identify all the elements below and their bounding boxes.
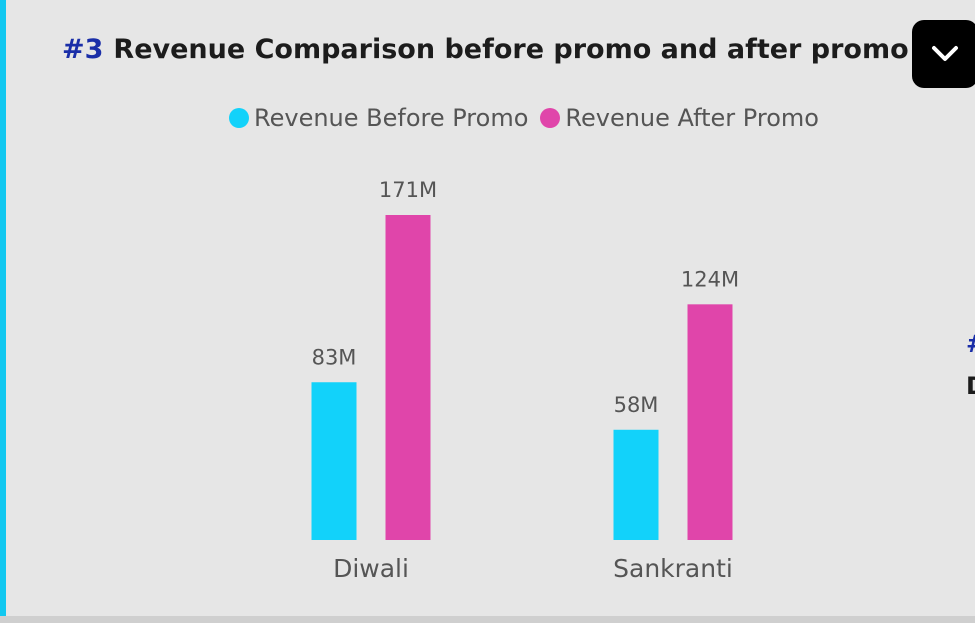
chart-legend: Revenue Before Promo Revenue After Promo xyxy=(229,104,831,132)
bar-after-sankranti xyxy=(687,304,733,540)
legend-label-before: Revenue Before Promo xyxy=(254,104,529,132)
category-label-diwali: Diwali xyxy=(333,554,409,583)
bar-before-sankranti xyxy=(613,429,659,540)
chart-title-text: Revenue Comparison before promo and afte… xyxy=(113,34,909,65)
legend-dot-after xyxy=(540,108,561,128)
data-label-after-diwali: 171M xyxy=(379,178,437,202)
data-label-before-diwali: 83M xyxy=(312,345,357,369)
clipped-text-fragment: D xyxy=(966,372,975,400)
bottom-divider xyxy=(0,616,975,623)
legend-label-after: Revenue After Promo xyxy=(565,104,819,132)
legend-item-before: Revenue Before Promo xyxy=(229,104,528,132)
chart-number: #3 xyxy=(62,34,104,65)
chart-title: #3 Revenue Comparison before promo and af… xyxy=(62,34,909,65)
legend-item-after: Revenue After Promo xyxy=(540,104,819,132)
clipped-text-fragment: # xyxy=(966,330,975,358)
data-label-after-sankranti: 124M xyxy=(681,267,739,291)
chevron-down-icon xyxy=(932,46,958,61)
dropdown-button[interactable] xyxy=(912,20,975,88)
left-accent-bar xyxy=(0,0,6,623)
category-label-sankranti: Sankranti xyxy=(613,554,733,583)
bar-before-diwali xyxy=(311,382,357,540)
legend-dot-before xyxy=(229,108,249,128)
data-label-before-sankranti: 58M xyxy=(614,393,659,417)
bar-after-diwali xyxy=(385,215,431,540)
